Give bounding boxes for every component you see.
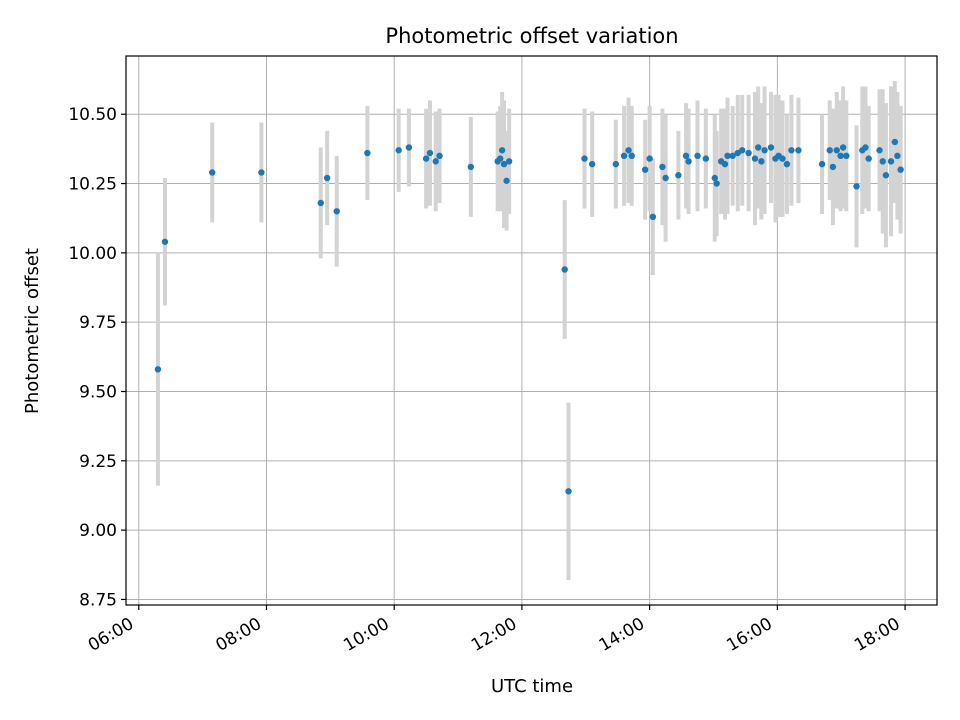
data-point bbox=[711, 174, 718, 182]
data-point bbox=[154, 366, 162, 373]
data-point bbox=[500, 160, 508, 168]
data-point bbox=[675, 172, 682, 179]
data-point bbox=[761, 147, 768, 154]
data-point bbox=[833, 147, 840, 154]
data-point bbox=[876, 147, 883, 154]
data-point bbox=[826, 147, 833, 154]
data-point bbox=[879, 158, 886, 165]
data-point bbox=[754, 144, 762, 151]
data-point bbox=[721, 160, 729, 168]
data-point bbox=[405, 144, 413, 151]
data-point bbox=[783, 160, 791, 168]
data-point bbox=[887, 158, 895, 165]
data-point bbox=[694, 152, 701, 160]
y-tick-label: 10.25 bbox=[68, 175, 117, 195]
data-point bbox=[891, 138, 899, 146]
data-point bbox=[788, 147, 795, 154]
data-points bbox=[154, 138, 904, 495]
data-point bbox=[422, 155, 430, 162]
data-point bbox=[745, 149, 752, 157]
data-point bbox=[685, 158, 692, 165]
data-point bbox=[436, 152, 443, 160]
data-point bbox=[702, 155, 710, 162]
data-point bbox=[767, 144, 775, 151]
data-point bbox=[853, 183, 860, 190]
data-point bbox=[561, 266, 568, 273]
data-point bbox=[882, 172, 890, 179]
data-point bbox=[505, 158, 513, 165]
y-tick-label: 9.50 bbox=[79, 383, 117, 403]
data-point bbox=[641, 166, 649, 173]
data-point bbox=[839, 144, 847, 151]
data-point bbox=[620, 152, 628, 160]
y-tick-label: 8.75 bbox=[79, 590, 117, 610]
y-tick-label: 9.00 bbox=[79, 521, 117, 541]
data-point bbox=[795, 147, 802, 154]
data-point bbox=[498, 147, 506, 154]
data-point bbox=[897, 166, 904, 173]
y-tick-label: 9.25 bbox=[79, 452, 117, 472]
data-point bbox=[724, 152, 731, 160]
data-point bbox=[818, 160, 826, 168]
data-point bbox=[862, 144, 869, 151]
data-point bbox=[729, 152, 736, 160]
data-point bbox=[751, 155, 759, 162]
y-tick-label: 9.75 bbox=[79, 313, 117, 333]
data-point bbox=[713, 180, 720, 187]
plot-frame bbox=[125, 55, 938, 606]
data-point bbox=[323, 174, 331, 182]
chart-title: Photometric offset variation bbox=[385, 24, 678, 48]
y-tick-label: 10.00 bbox=[68, 244, 117, 264]
data-point bbox=[395, 147, 402, 154]
data-point bbox=[258, 169, 265, 176]
data-point bbox=[565, 488, 572, 495]
data-point bbox=[758, 158, 765, 165]
y-axis-label: Photometric offset bbox=[22, 248, 43, 414]
data-point bbox=[333, 208, 340, 215]
data-point bbox=[161, 238, 169, 245]
data-point bbox=[612, 160, 619, 168]
data-point bbox=[426, 149, 434, 157]
data-point bbox=[646, 155, 653, 162]
data-point bbox=[662, 174, 669, 182]
data-point bbox=[894, 152, 901, 160]
data-point bbox=[581, 155, 588, 162]
x-axis-label: UTC time bbox=[491, 676, 573, 697]
data-point bbox=[865, 155, 872, 162]
data-point bbox=[843, 152, 850, 160]
data-point bbox=[649, 213, 657, 221]
data-point bbox=[317, 199, 324, 207]
data-point bbox=[682, 152, 690, 160]
data-point bbox=[829, 163, 837, 171]
data-point bbox=[779, 155, 786, 162]
data-point bbox=[588, 160, 596, 168]
data-point bbox=[467, 163, 475, 171]
data-point bbox=[209, 169, 216, 176]
data-point bbox=[503, 177, 510, 184]
data-point bbox=[739, 147, 746, 154]
data-point bbox=[432, 158, 439, 165]
y-tick-label: 10.50 bbox=[68, 105, 117, 125]
data-point bbox=[364, 149, 371, 157]
data-point bbox=[628, 152, 635, 160]
data-point bbox=[659, 163, 666, 171]
data-point bbox=[625, 147, 632, 154]
data-point bbox=[497, 155, 504, 162]
data-point bbox=[837, 152, 844, 160]
